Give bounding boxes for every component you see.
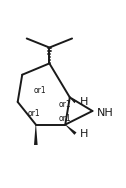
Polygon shape <box>65 124 76 135</box>
Text: or1: or1 <box>34 86 47 95</box>
Text: H: H <box>80 97 88 107</box>
Text: or1: or1 <box>59 100 72 109</box>
Text: H: H <box>80 129 88 139</box>
Text: or1: or1 <box>59 114 72 124</box>
Polygon shape <box>34 125 38 145</box>
Polygon shape <box>70 97 76 103</box>
Text: NH: NH <box>97 108 114 118</box>
Text: or1: or1 <box>27 109 40 118</box>
